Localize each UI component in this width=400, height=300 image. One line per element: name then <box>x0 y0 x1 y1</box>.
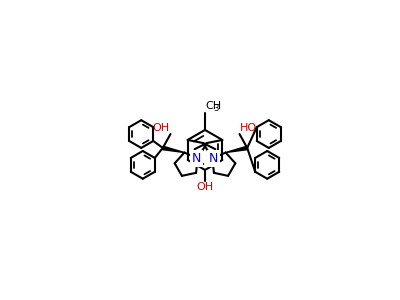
Text: OH: OH <box>196 182 214 192</box>
Text: N: N <box>192 152 202 165</box>
Text: CH: CH <box>206 101 222 112</box>
Text: HO: HO <box>240 122 257 133</box>
Polygon shape <box>162 146 184 152</box>
Polygon shape <box>226 146 248 152</box>
Text: OH: OH <box>153 122 170 133</box>
Text: N: N <box>208 152 218 165</box>
Text: 3: 3 <box>214 104 219 113</box>
